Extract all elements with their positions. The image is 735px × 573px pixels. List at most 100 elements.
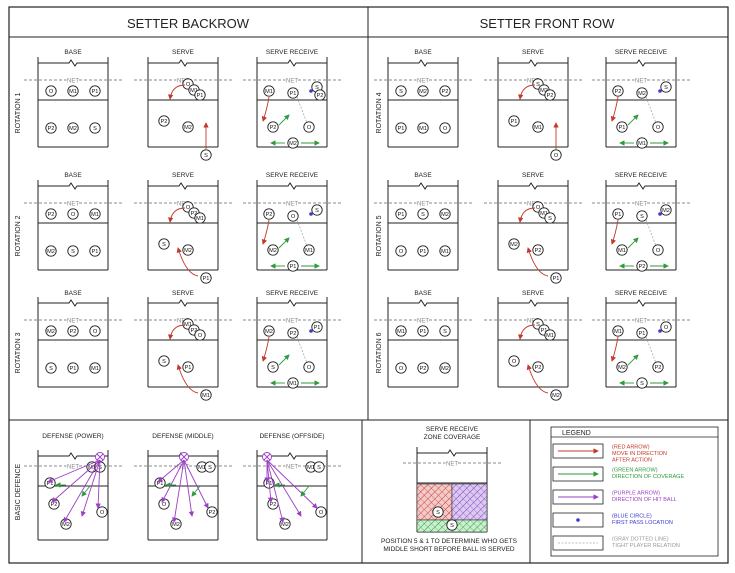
player-label: M2: [184, 248, 192, 254]
player-circle: [395, 325, 407, 337]
player-label: M2: [47, 329, 55, 335]
player-marker: S: [439, 325, 451, 337]
player-label: S: [204, 153, 208, 159]
player-marker: O: [303, 121, 315, 133]
player-marker: M1: [616, 244, 628, 256]
header-setter-backrow: SETTER BACKROW: [127, 16, 250, 31]
court: NET: [24, 57, 122, 148]
player-circle: [182, 361, 194, 373]
court-back-line: [606, 299, 676, 307]
player-label: P2: [70, 329, 77, 335]
hit-arrow: [157, 459, 185, 483]
player-circle: [395, 208, 407, 220]
player-circle: [612, 325, 624, 337]
player-circle: [544, 212, 556, 224]
legend-text: DIRECTION OF HIT BALL: [612, 497, 677, 503]
column-title: BASE: [414, 172, 432, 179]
player-marker: S: [636, 377, 648, 389]
player-label: M1: [190, 88, 198, 94]
court-back-line: [498, 59, 568, 67]
player-label: O: [443, 126, 448, 132]
legend-swatch-box: [552, 535, 604, 551]
move-arrow: [517, 324, 536, 340]
legend-text: (GRAY DOTTED LINE): [612, 537, 669, 543]
first-pass-dot: [309, 212, 313, 216]
player-marker: M1: [303, 244, 315, 256]
player-label: P2: [420, 366, 427, 372]
player-label: P2: [615, 89, 622, 95]
player-circle: [660, 204, 672, 216]
player-circle: [652, 361, 664, 373]
court-back-line: [38, 452, 108, 460]
player-marker: P1: [616, 121, 628, 133]
player-label: S: [421, 212, 425, 218]
player-label: P2: [547, 93, 554, 99]
player-marker: P2: [263, 208, 275, 220]
player-circle: [612, 85, 624, 97]
player-marker: M2: [417, 85, 429, 97]
first-pass-dot: [576, 518, 580, 522]
player-circle: [267, 121, 279, 133]
player-label: S: [536, 322, 540, 328]
move-arrow: [610, 219, 619, 245]
player-label: O: [93, 329, 98, 335]
player-label: S: [664, 85, 668, 91]
player-marker: O: [67, 208, 79, 220]
move-arrow: [167, 207, 186, 223]
player-label: S: [317, 465, 321, 471]
court-back-line: [498, 182, 568, 190]
player-label: O: [198, 333, 203, 339]
legend-text: (GREEN ARROW): [612, 468, 658, 474]
court: NET: [374, 297, 472, 388]
player-circle: [315, 506, 327, 518]
player-label: P1: [157, 481, 164, 487]
player-marker: S: [200, 149, 212, 161]
player-label: O: [512, 359, 517, 365]
defense-title: DEFENSE (OFFSIDE): [259, 433, 324, 440]
player-circle: [314, 89, 326, 101]
player-circle: [267, 244, 279, 256]
player-label: O: [664, 325, 669, 331]
player-label: M1: [534, 125, 542, 131]
player-marker: P1: [89, 245, 101, 257]
player-marker: P2: [532, 244, 544, 256]
player-circle: [263, 325, 275, 337]
player-circle: [194, 89, 206, 101]
player-circle: [636, 260, 648, 272]
player-label: S: [315, 85, 319, 91]
rotation-label: ROTATION 1: [15, 92, 22, 133]
net-label: NET: [417, 319, 429, 325]
first-pass-dot: [309, 89, 313, 93]
player-label: P2: [317, 93, 324, 99]
player-label: S: [548, 216, 552, 222]
player-marker: M1: [532, 121, 544, 133]
player-circle: [532, 244, 544, 256]
player-label: P1: [47, 481, 54, 487]
player-marker: P1: [550, 272, 562, 284]
player-circle: [432, 506, 444, 518]
player-marker: S: [446, 519, 458, 531]
court-back-line: [38, 182, 108, 190]
net-label: NET: [635, 79, 647, 85]
player-circle: [544, 89, 556, 101]
player-label: P1: [420, 249, 427, 255]
player-marker: P1: [182, 361, 194, 373]
player-marker: S: [544, 212, 556, 224]
net-label: NET: [286, 202, 298, 208]
player-marker: O: [45, 85, 57, 97]
court: NET: [374, 180, 472, 271]
player-circle: [45, 245, 57, 257]
zone-note: MIDDLE SHORT BEFORE BALL IS SERVED: [383, 546, 515, 553]
player-marker: P1: [395, 122, 407, 134]
player-marker: O: [89, 325, 101, 337]
player-marker: S: [417, 208, 429, 220]
player-marker: P1: [417, 245, 429, 257]
move-arrow: [176, 364, 199, 394]
player-marker: S: [636, 210, 648, 222]
player-label: M2: [289, 141, 297, 147]
player-circle: [652, 121, 664, 133]
player-label: P2: [48, 126, 55, 132]
move-arrow: [526, 364, 549, 394]
first-pass-dot: [658, 89, 662, 93]
player-marker: P1: [287, 260, 299, 272]
